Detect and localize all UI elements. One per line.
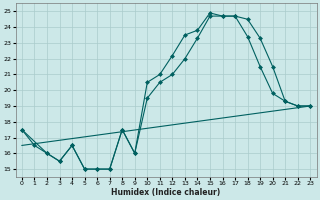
X-axis label: Humidex (Indice chaleur): Humidex (Indice chaleur): [111, 188, 221, 197]
